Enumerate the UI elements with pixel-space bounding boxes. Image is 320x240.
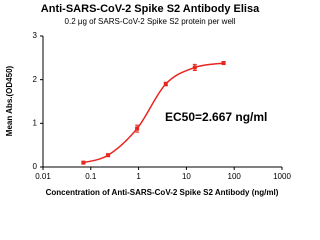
series-line <box>83 62 224 164</box>
x-tick-label: 100 <box>228 172 242 181</box>
data-point <box>135 126 140 131</box>
y-tick-label: 0 <box>33 162 38 171</box>
y-tick-label: 3 <box>33 31 38 40</box>
chart-title: Anti-SARS-CoV-2 Spike S2 Antibody Elisa <box>41 3 260 15</box>
data-point <box>192 65 197 70</box>
x-axis-label: Concentration of Anti-SARS-CoV-2 Spike S… <box>46 188 279 197</box>
data-point <box>221 61 226 66</box>
chart-subtitle: 0.2 μg of SARS-CoV-2 Spike S2 protein pe… <box>65 17 236 26</box>
x-tick-label: 1 <box>136 172 141 181</box>
y-tick-label: 2 <box>33 75 38 84</box>
x-tick-label: 0.01 <box>35 172 51 181</box>
x-tick-label: 1000 <box>273 172 291 181</box>
y-axis-label: Mean Abs.(OD450) <box>5 65 14 136</box>
data-point <box>81 160 86 165</box>
x-tick-label: 0.1 <box>85 172 97 181</box>
x-tick-label: 10 <box>182 172 191 181</box>
data-point <box>106 153 111 158</box>
chart: Anti-SARS-CoV-2 Spike S2 Antibody Elisa … <box>5 3 291 197</box>
data-point <box>163 82 168 87</box>
annotation: EC50=2.667 ng/ml <box>165 110 267 124</box>
y-tick-label: 1 <box>33 118 38 127</box>
